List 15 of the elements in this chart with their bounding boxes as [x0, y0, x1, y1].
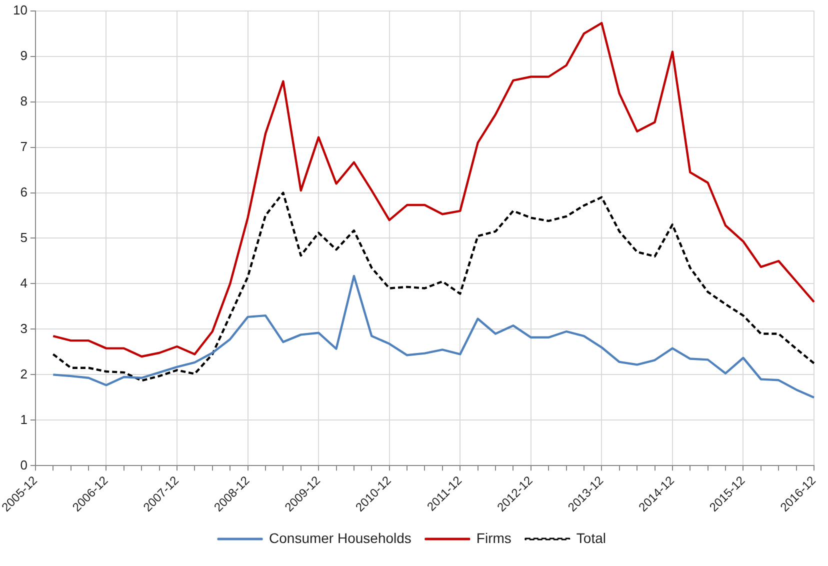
line-series [52, 192, 816, 382]
legend-label: Firms [476, 530, 512, 546]
legend-label: Total [576, 530, 606, 546]
y-tick-label: 5 [20, 230, 28, 245]
y-tick-label: 0 [20, 457, 28, 472]
legend-label: Consumer Households [269, 530, 412, 546]
y-tick-label: 6 [20, 184, 28, 200]
y-tick-label: 2 [20, 366, 28, 382]
y-tick-label: 1 [20, 412, 28, 427]
y-tick-label: 9 [20, 48, 28, 63]
y-tick-label: 4 [20, 275, 28, 290]
y-tick-label: 10 [12, 2, 28, 18]
y-tick-label: 7 [20, 138, 28, 154]
y-tick-label: 3 [20, 320, 28, 336]
y-tick-label: 8 [20, 93, 28, 108]
